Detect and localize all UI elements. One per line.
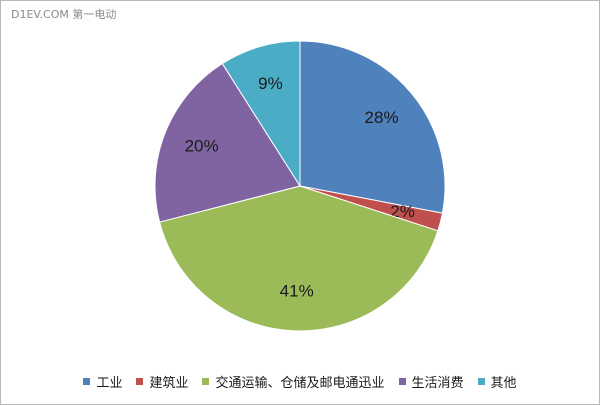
- legend: 工业 建筑业 交通运输、仓储及邮电通迅业 生活消费 其他: [0, 371, 600, 391]
- legend-item-consumption: 生活消费: [399, 372, 464, 391]
- legend-item-other: 其他: [478, 372, 517, 391]
- legend-item-transport: 交通运输、仓储及邮电通迅业: [202, 372, 384, 391]
- data-label-consumption: 20%: [185, 137, 219, 156]
- legend-item-construction: 建筑业: [136, 372, 188, 391]
- legend-label-consumption: 生活消费: [412, 372, 464, 391]
- pie-slice-industry: [300, 41, 445, 213]
- legend-swatch-construction: [136, 378, 143, 385]
- legend-label-transport: 交通运输、仓储及邮电通迅业: [215, 372, 384, 391]
- legend-swatch-industry: [83, 378, 90, 385]
- legend-item-industry: 工业: [83, 372, 122, 391]
- legend-swatch-transport: [202, 378, 209, 385]
- data-label-transport: 41%: [280, 281, 314, 300]
- data-label-industry: 28%: [365, 108, 399, 127]
- legend-label-other: 其他: [491, 372, 517, 391]
- legend-swatch-other: [478, 378, 485, 385]
- legend-swatch-consumption: [399, 378, 406, 385]
- data-label-other: 9%: [258, 74, 283, 93]
- legend-label-industry: 工业: [96, 372, 122, 391]
- legend-label-construction: 建筑业: [149, 372, 188, 391]
